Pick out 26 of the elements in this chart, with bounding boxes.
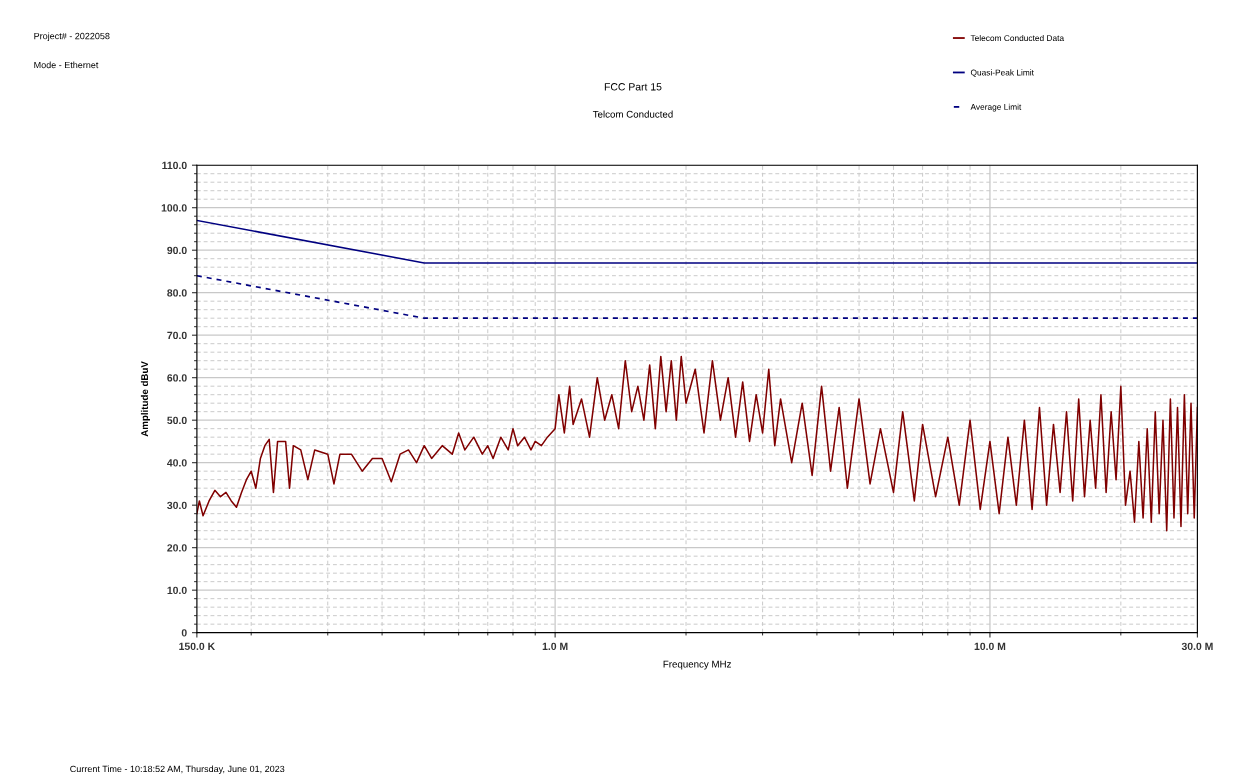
text: Mode - Ethernet <box>34 61 99 69</box>
y-tick-label: 70.0 <box>167 331 187 340</box>
y-axis-title: Amplitude dBuV <box>140 361 150 437</box>
y-tick-label: 80.0 <box>167 289 187 297</box>
legend-label: Telecom Conducted Data <box>970 34 1065 42</box>
y-tick-label: 110.0 <box>162 161 187 170</box>
y-tick-label: 40.0 <box>167 459 187 467</box>
y-tick-label: 20.0 <box>167 544 187 552</box>
chart-title: FCC Part 15 <box>604 83 662 91</box>
chart-subtitle: Telcom Conducted <box>592 110 673 118</box>
x-tick-label: 30.0 M <box>1181 642 1213 651</box>
y-tick-label: 90.0 <box>167 246 187 255</box>
y-tick-label: 60.0 <box>167 374 187 382</box>
y-tick-label: 10.0 <box>167 586 187 595</box>
x-axis-title: Frequency MHz <box>663 660 731 670</box>
text: Current Time - 10:18:52 AM, Thursday, June 01, 2023 <box>70 765 285 774</box>
x-tick-label: 1.0 M <box>542 642 568 651</box>
legend-label: Quasi-Peak Limit <box>970 69 1034 77</box>
text: Project# - 2022058 <box>34 32 110 42</box>
y-tick-label: 100.0 <box>161 204 187 212</box>
y-tick-label: 30.0 <box>167 501 187 510</box>
x-tick-label: 10.0 M <box>974 642 1006 651</box>
legend-label: Average Limit <box>970 103 1022 112</box>
x-tick-label: 150.0 K <box>179 642 216 651</box>
y-tick-label: 50.0 <box>167 416 187 425</box>
y-tick-label: 0 <box>181 629 187 637</box>
